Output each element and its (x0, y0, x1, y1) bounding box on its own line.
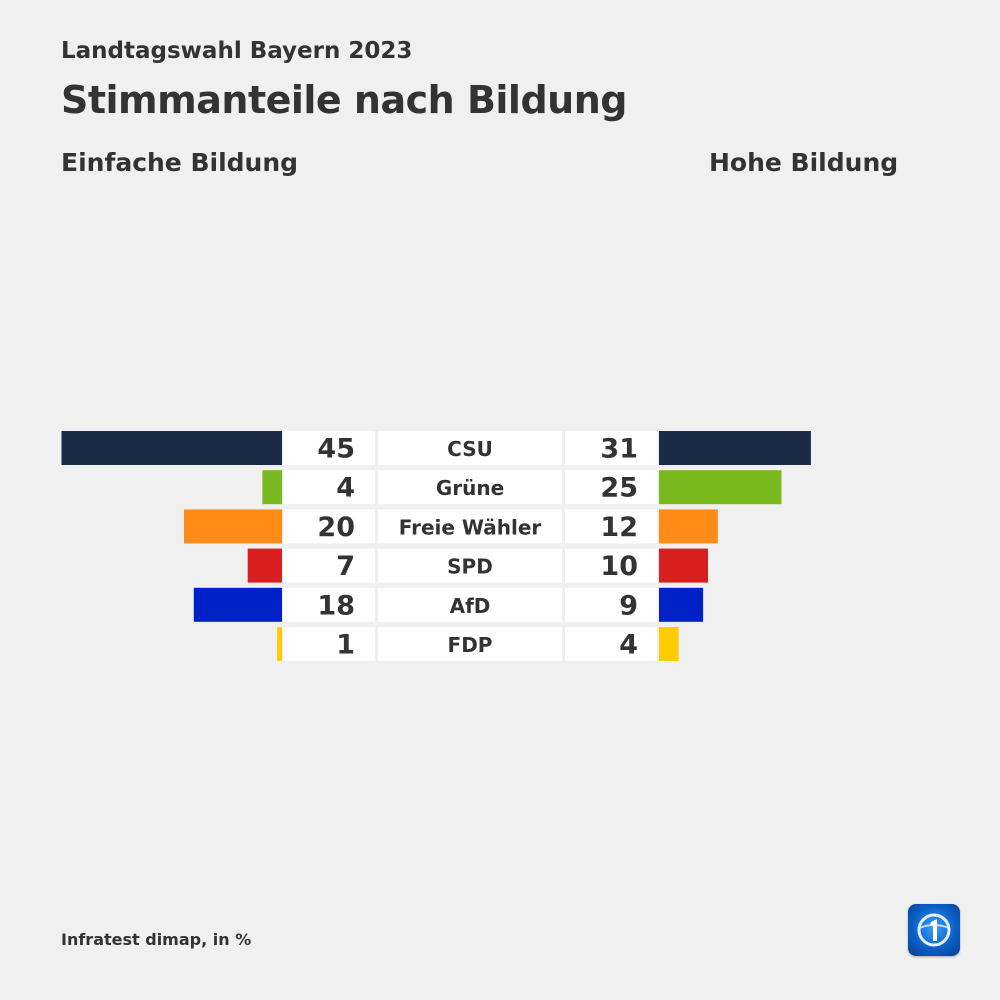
party-label: Freie Wähler (399, 515, 542, 539)
bar-left-spd (247, 548, 282, 583)
bar-right-freie-wähler (659, 509, 718, 544)
party-box (378, 470, 562, 505)
party-box (378, 587, 562, 622)
party-box (378, 509, 562, 544)
value-label-left: 20 (317, 512, 355, 543)
bar-right-fdp (659, 627, 679, 661)
value-box-right (565, 470, 657, 505)
value-box-left (283, 431, 375, 465)
bar-right-spd (659, 548, 708, 583)
chart-subtitle: Landtagswahl Bayern 2023 (61, 38, 413, 64)
value-box-left (283, 548, 375, 583)
party-label: SPD (447, 555, 493, 579)
party-box (378, 548, 562, 583)
value-box-left (283, 470, 375, 505)
bar-left-csu (61, 431, 282, 465)
party-label: Grüne (436, 476, 504, 500)
value-label-left: 7 (336, 551, 355, 582)
value-label-right: 25 (600, 473, 638, 504)
value-label-left: 1 (336, 630, 355, 661)
source-note: Infratest dimap, in % (61, 930, 252, 949)
value-label-right: 10 (600, 551, 638, 582)
value-box-right (565, 548, 657, 583)
value-label-right: 12 (600, 512, 638, 543)
value-label-right: 9 (619, 590, 638, 621)
party-label: AfD (450, 594, 491, 618)
party-label: CSU (447, 437, 493, 461)
value-box-left (283, 509, 375, 544)
bar-right-grüne (659, 470, 782, 505)
bar-left-grüne (262, 470, 282, 505)
value-box-left (283, 587, 375, 622)
bar-right-csu (659, 431, 811, 465)
series-label-right: Hohe Bildung (709, 148, 899, 177)
chart-title: Stimmanteile nach Bildung (61, 78, 627, 122)
value-label-left: 45 (317, 434, 355, 465)
value-box-right (565, 431, 657, 465)
party-box (378, 627, 562, 661)
bar-left-afd (193, 587, 282, 622)
value-box-right (565, 509, 657, 544)
bar-left-fdp (277, 627, 282, 661)
bar-left-freie-wähler (184, 509, 282, 544)
value-label-left: 4 (336, 473, 355, 504)
series-label-left: Einfache Bildung (61, 148, 299, 177)
value-label-left: 18 (317, 590, 355, 621)
ard-logo-icon (908, 904, 960, 956)
party-label: FDP (448, 633, 493, 657)
value-label-right: 4 (619, 630, 638, 661)
party-box (378, 431, 562, 465)
bar-right-afd (659, 587, 704, 622)
value-box-left (283, 627, 375, 661)
value-box-right (565, 627, 657, 661)
value-label-right: 31 (600, 434, 638, 465)
value-box-right (565, 587, 657, 622)
